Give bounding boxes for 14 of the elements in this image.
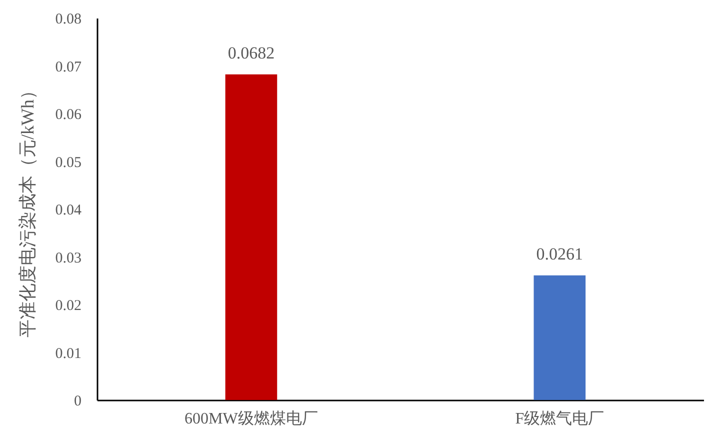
y-tick-label: 0.03	[55, 250, 82, 266]
y-axis-title: 平准化度电污染成本（元/kWh）	[17, 82, 38, 338]
x-tick-label: 600MW级燃煤电厂	[184, 410, 318, 428]
y-tick-label: 0.07	[55, 59, 82, 76]
x-tick-label: F级燃气电厂	[515, 410, 604, 428]
data-label: 0.0261	[536, 244, 584, 264]
y-tick-label: 0.01	[55, 346, 82, 362]
y-tick-label: 0.05	[55, 154, 82, 171]
y-tick-label: 0.06	[55, 107, 82, 123]
y-tick-label: 0.08	[55, 12, 82, 28]
y-tick-label: 0.02	[55, 298, 82, 314]
y-tick-label: 0.04	[55, 202, 82, 218]
y-tick-label: 0	[74, 394, 82, 410]
data-label: 0.0682	[228, 43, 275, 62]
